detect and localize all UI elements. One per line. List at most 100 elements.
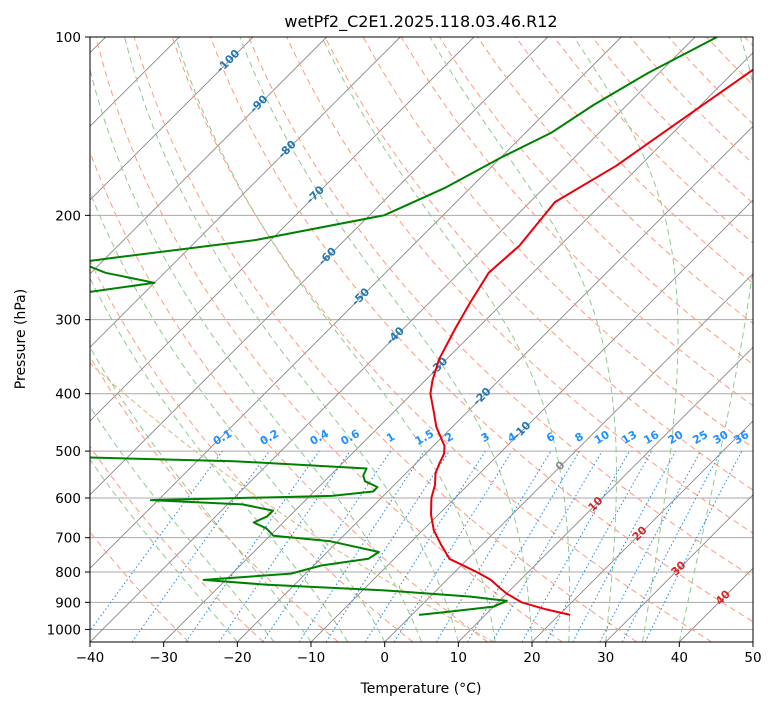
isotherm-line [236,125,753,642]
mixing-ratio-line [298,450,425,642]
mixing-ratio-line [393,450,513,642]
isotherm-label: -90 [247,92,270,115]
mixing-ratio-line [218,450,351,642]
mixing-ratio-label: 3 [479,430,492,445]
mixing-ratio-label: 0.4 [308,427,332,448]
mixing-ratio-line [521,450,630,642]
isotherm-line [90,37,254,201]
moist-adiabat [90,458,238,642]
dry-adiabat [90,445,264,642]
isotherm-label: -60 [316,245,339,268]
isotherm-line [531,420,753,642]
chart-title: wetPf2_C2E1.2025.118.03.46.R12 [284,12,557,32]
isotherm-label: -20 [470,385,493,408]
x-tick-label: 20 [523,650,540,666]
isotherm-label: -40 [384,324,407,347]
x-tick-label: 30 [597,650,614,666]
isotherm-line [605,494,753,642]
mixing-ratio-label: 16 [641,428,661,447]
plot-frame [89,36,754,643]
mixing-ratio-line [262,450,392,642]
moist-adiabat [90,346,312,642]
dry-adiabat [286,37,753,534]
dewpoint-trace [90,37,718,616]
isotherm-label: -80 [276,138,299,161]
dry-adiabat [744,37,753,47]
y-tick-label: 1000 [47,622,81,638]
isotherm-label-zero: 0 [553,458,568,473]
moist-adiabat [678,37,753,642]
moist-adiabat [90,67,422,642]
dry-adiabat [515,37,753,284]
isotherm-line [678,567,753,642]
mixing-ratio-line [131,450,270,642]
dry-adiabat [591,37,753,204]
mixing-ratio-line [599,450,701,642]
mixing-ratio-line [435,450,552,642]
y-tick-label: 200 [55,208,81,224]
mixing-ratio-line [185,450,320,642]
moist-adiabat [90,405,275,642]
moist-adiabat [90,190,386,642]
dry-adiabat [90,259,414,642]
isotherm-label: 30 [669,558,689,578]
isotherm-line [90,37,475,422]
mixing-ratio-line [644,450,743,642]
y-tick-label: 600 [55,491,81,507]
moist-adiabat [90,277,349,642]
x-tick-label: −40 [76,650,105,666]
isotherm-line [752,641,753,642]
isotherm-label: 40 [713,587,733,607]
x-tick-label: 50 [744,650,761,666]
mixing-ratio-label: 2 [443,430,456,445]
x-tick-label: −20 [223,650,252,666]
isotherm-label: 10 [586,494,606,514]
moist-adiabat [429,37,617,642]
moist-adiabat [573,37,679,642]
line-labels: -100-90-80-70-60-50-40-30-20-10010203040… [211,47,752,608]
moist-adiabat [321,37,571,642]
mixing-ratio-line [545,450,653,642]
isotherm-line [90,37,328,275]
moist-adiabat [124,37,459,642]
y-tick-label: 100 [55,30,81,46]
mixing-ratio-line [90,450,223,632]
x-tick-label: −30 [149,650,178,666]
dry-adiabat [210,37,753,623]
background-lines [90,37,753,642]
y-tick-label: 300 [55,313,81,329]
sounding-traces [90,37,753,616]
y-tick-label: 800 [55,565,81,581]
mixing-ratio-label: 13 [619,428,639,447]
isotherm-line [384,273,753,642]
isotherm-label: -70 [304,183,327,206]
isotherm-line [90,37,549,496]
dry-adiabat [706,37,753,86]
mixing-ratio-label: 25 [690,428,710,447]
y-tick-label: 400 [55,387,81,403]
y-tick-label: 900 [55,595,81,611]
isotherm-label: -100 [214,47,243,76]
moist-adiabat [239,37,533,642]
dry-adiabat [553,37,753,244]
mixing-ratio-line [325,450,450,642]
y-tick-label: 500 [55,444,81,460]
x-axis-label: Temperature (°C) [360,681,482,697]
x-tick-label: 0 [380,650,389,666]
isotherm-line [457,346,753,642]
moist-adiabat [175,37,496,642]
dry-adiabat [90,356,339,642]
mixing-ratio-line [572,450,677,642]
x-tick-label: 40 [671,650,688,666]
mixing-ratio-label: 30 [711,428,731,447]
dry-adiabat [171,37,712,642]
mixing-ratio-label: 10 [592,428,612,447]
isotherm-label: 20 [630,523,650,543]
isotherm-line [163,52,753,642]
dry-adiabat [90,150,488,642]
mixing-ratio-label: 6 [544,430,557,445]
isotherm-line [90,37,622,569]
mixing-ratio-label: 0.6 [338,427,362,448]
isotherm-line [310,199,753,642]
